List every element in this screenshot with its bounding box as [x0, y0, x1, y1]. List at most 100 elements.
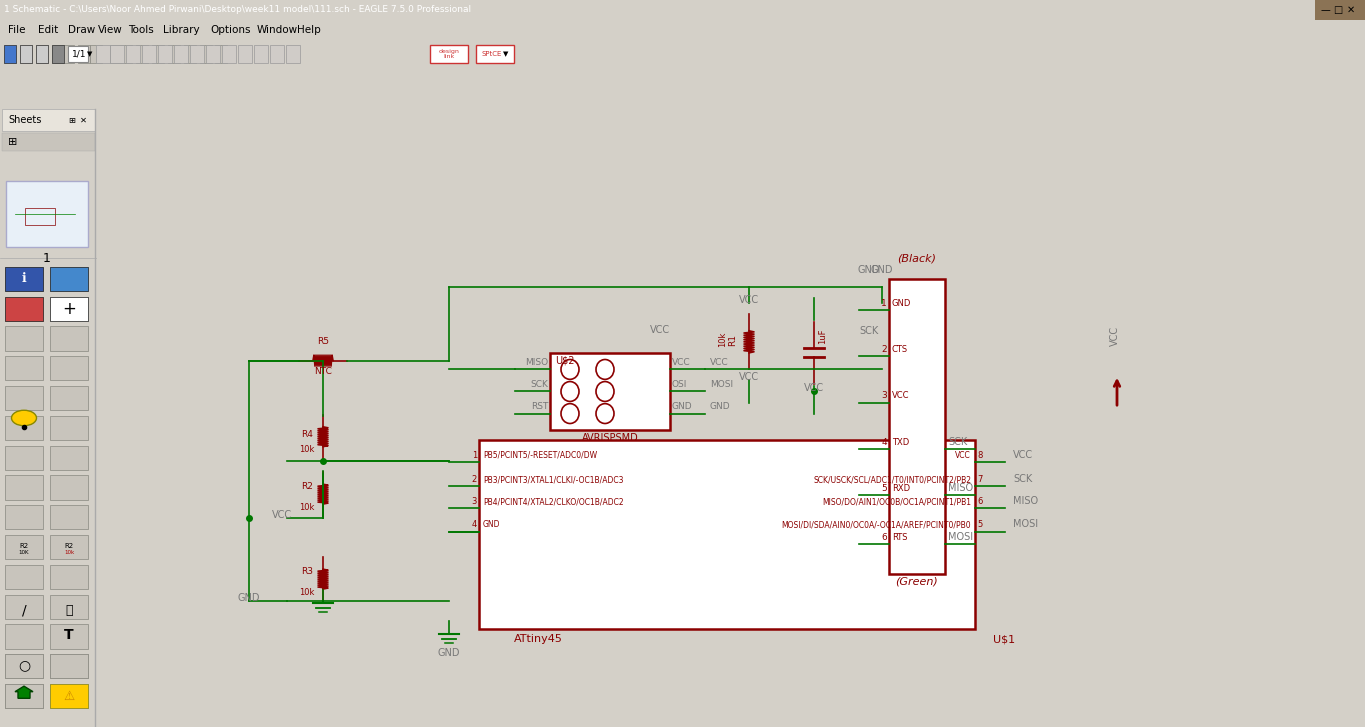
- Text: 2: 2: [472, 475, 476, 484]
- Text: 10k: 10k: [299, 445, 315, 454]
- Bar: [287, 45, 300, 63]
- Text: 1/1: 1/1: [72, 49, 86, 58]
- Text: VCC: VCC: [955, 451, 971, 460]
- Text: Options: Options: [210, 25, 251, 35]
- Bar: [5, 326, 44, 350]
- Bar: [5, 684, 44, 708]
- Text: □: □: [1334, 5, 1343, 15]
- Bar: [4, 45, 16, 63]
- Bar: [51, 297, 87, 321]
- Text: GND: GND: [483, 521, 501, 529]
- Bar: [51, 267, 87, 291]
- Bar: [5, 595, 44, 619]
- Text: PB4/PCINT4/XTAL2/CLKO/OC1B/ADC2: PB4/PCINT4/XTAL2/CLKO/OC1B/ADC2: [483, 497, 624, 506]
- Bar: [51, 475, 87, 499]
- Bar: [270, 45, 284, 63]
- Text: 6: 6: [977, 497, 983, 506]
- Bar: [5, 267, 44, 291]
- Text: 5: 5: [977, 521, 983, 529]
- Text: SPtCE: SPtCE: [482, 51, 502, 57]
- Bar: [5, 505, 44, 529]
- Bar: [96, 45, 111, 63]
- Text: (Green): (Green): [895, 577, 938, 587]
- Bar: [238, 45, 253, 63]
- Text: +: +: [61, 300, 76, 318]
- Text: GND: GND: [891, 299, 912, 308]
- Bar: [126, 45, 141, 63]
- Bar: [5, 416, 44, 440]
- Text: 1: 1: [44, 252, 51, 265]
- Text: 4: 4: [472, 521, 476, 529]
- Text: VCC: VCC: [738, 295, 759, 305]
- Bar: [479, 440, 975, 629]
- Text: Draw: Draw: [68, 25, 96, 35]
- Text: GND: GND: [438, 648, 460, 659]
- Text: Library: Library: [164, 25, 201, 35]
- Text: 8: 8: [977, 451, 983, 460]
- Text: 10K: 10K: [19, 550, 29, 555]
- Bar: [51, 386, 87, 410]
- Text: MOSI/DI/SDA/AIN0/OC0A/-OC1A/AREF/PCINT0/PB0: MOSI/DI/SDA/AIN0/OC0A/-OC1A/AREF/PCINT0/…: [781, 521, 971, 529]
- FancyArrow shape: [15, 686, 33, 699]
- Text: SCK/USCK/SCL/ADC1/T0/INT0/PCINT2/PB2: SCK/USCK/SCL/ADC1/T0/INT0/PCINT2/PB2: [814, 475, 971, 484]
- Text: VCC: VCC: [1110, 326, 1121, 346]
- Bar: [5, 356, 44, 380]
- Text: GND: GND: [710, 402, 730, 411]
- Text: 3: 3: [472, 497, 476, 506]
- Bar: [5, 475, 44, 499]
- Bar: [5, 267, 44, 291]
- Bar: [52, 45, 64, 63]
- Text: ▼: ▼: [87, 51, 93, 57]
- Bar: [1314, 0, 1365, 20]
- Text: VCC: VCC: [710, 358, 729, 367]
- Bar: [1, 133, 96, 151]
- Text: MOSI: MOSI: [949, 531, 973, 542]
- Text: MOSI: MOSI: [710, 380, 733, 389]
- Bar: [51, 684, 87, 708]
- Text: 1: 1: [472, 451, 476, 460]
- Text: 7: 7: [977, 475, 983, 484]
- Bar: [5, 535, 44, 559]
- Text: R2: R2: [19, 543, 29, 549]
- Text: TXD: TXD: [891, 438, 909, 446]
- Text: RXD: RXD: [891, 484, 910, 493]
- Text: 10k: 10k: [64, 550, 74, 555]
- Text: MISO/DO/AIN1/OC0B/OC1A/PCINT1/PB1: MISO/DO/AIN1/OC0B/OC1A/PCINT1/PB1: [822, 497, 971, 506]
- Text: MISO: MISO: [526, 358, 547, 367]
- Bar: [5, 181, 87, 247]
- Bar: [4, 45, 16, 63]
- Text: ○: ○: [18, 658, 30, 672]
- Bar: [51, 416, 87, 440]
- Bar: [51, 267, 87, 291]
- Text: VCC: VCC: [672, 358, 691, 367]
- Bar: [78, 45, 90, 63]
- Bar: [889, 279, 945, 574]
- Bar: [206, 45, 220, 63]
- Bar: [51, 356, 87, 380]
- Bar: [1, 109, 96, 131]
- Text: MISO: MISO: [949, 483, 973, 493]
- Bar: [190, 45, 203, 63]
- Bar: [120, 45, 132, 63]
- Bar: [51, 565, 87, 589]
- Text: design
link: design link: [438, 49, 460, 60]
- Bar: [184, 45, 197, 63]
- Bar: [201, 45, 212, 63]
- Bar: [51, 595, 87, 619]
- Bar: [51, 535, 87, 559]
- Bar: [5, 565, 44, 589]
- Text: File: File: [8, 25, 26, 35]
- Bar: [158, 45, 172, 63]
- Bar: [222, 45, 236, 63]
- Bar: [476, 45, 515, 63]
- Text: 4: 4: [882, 438, 887, 446]
- Bar: [20, 45, 31, 63]
- Bar: [152, 45, 164, 63]
- Bar: [254, 45, 268, 63]
- Text: Help: Help: [298, 25, 321, 35]
- Text: NTC: NTC: [314, 367, 332, 376]
- Text: ✕: ✕: [81, 116, 87, 124]
- Text: Window: Window: [257, 25, 298, 35]
- Text: 10k: 10k: [718, 332, 728, 348]
- Text: ⊞: ⊞: [8, 137, 18, 147]
